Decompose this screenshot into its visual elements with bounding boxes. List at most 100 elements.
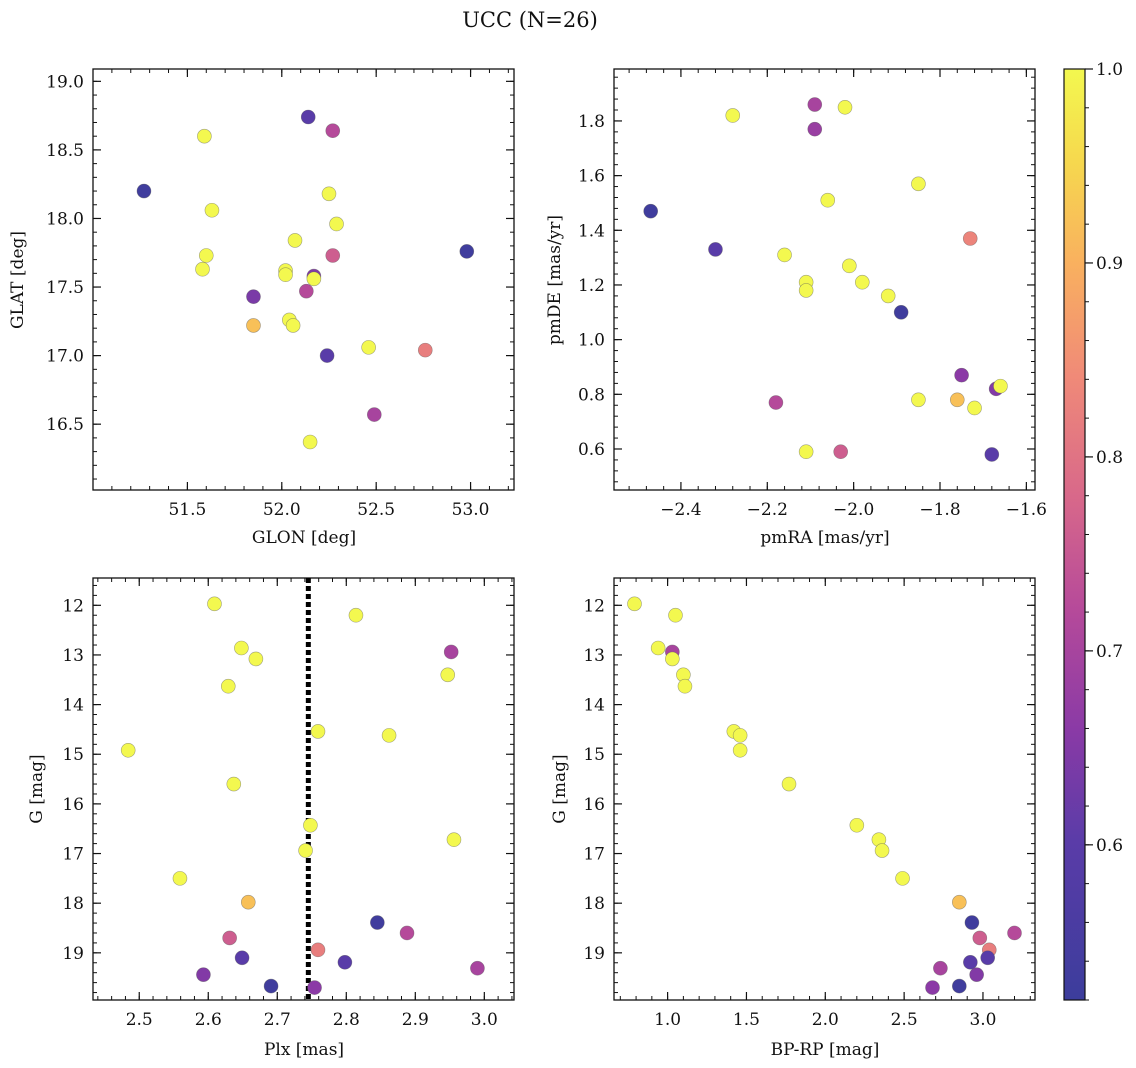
x-axis-label: BP-RP [mag]	[771, 1040, 880, 1060]
colorbar-ticks: 0.6 0.7 0.8 0.9 1.0	[1085, 60, 1123, 1001]
x-tick-label: 3.0	[471, 1010, 498, 1030]
y-tick-label: 17.0	[46, 347, 84, 367]
scatter-point	[298, 843, 313, 858]
scatter-point	[234, 950, 250, 966]
scatter-point	[949, 392, 965, 408]
scatter-point	[446, 832, 462, 847]
scatter-point	[306, 271, 322, 287]
y-tick-label: 1.6	[578, 167, 605, 187]
scatter-point	[370, 915, 385, 930]
scatter-point	[246, 318, 261, 333]
scatter-point	[833, 444, 848, 460]
scatter-point	[198, 248, 214, 263]
y-tick-label: 1.0	[578, 331, 605, 351]
x-tick-label: 52.5	[357, 500, 395, 520]
panels: 51.5 52.0 52.5 53.0 16.5 17.0 17.5 18.0 18.5 19.0…	[8, 68, 1047, 1060]
scatter-point	[768, 395, 784, 410]
y-axis-label: G [mag]	[27, 754, 47, 823]
scatter-point	[880, 288, 896, 304]
y-tick-label: 13	[62, 646, 84, 666]
scatter-point	[954, 367, 969, 383]
scatter-point	[285, 318, 301, 333]
scatter-point	[329, 216, 344, 232]
scatter-point	[967, 400, 982, 416]
y-tick-label: 16.5	[46, 415, 84, 435]
scatter-point	[798, 444, 814, 460]
scatter-point	[470, 960, 485, 976]
axes-frame	[92, 577, 515, 1001]
scatter-point	[310, 942, 326, 958]
scatter-point	[820, 192, 836, 208]
scatter-point	[984, 447, 1000, 462]
scatter-point	[417, 342, 433, 358]
scatter-point	[197, 128, 212, 144]
scatter-point	[665, 651, 680, 667]
y-tick-label: 16	[62, 795, 84, 815]
scatter-point	[964, 915, 980, 930]
x-tick-label: −2.0	[833, 500, 874, 520]
scatter-point	[310, 724, 326, 739]
scatter-point	[837, 99, 853, 115]
x-tick-label: 3.0	[969, 1010, 996, 1030]
x-tick-label: 53.0	[452, 500, 490, 520]
y-axis-label: pmDE [mas/yr]	[545, 215, 565, 345]
scatter-point	[207, 596, 222, 612]
scatter-point	[854, 274, 870, 290]
y-tick-label: 18	[62, 894, 84, 914]
scatter-point	[248, 651, 264, 667]
scatter-point	[807, 121, 823, 137]
y-tick-label: 16	[583, 795, 605, 815]
x-axis-label: Plx [mas]	[264, 1040, 344, 1060]
panel-2: −2.4 −2.2 −2.0 −1.8 −1.6 0.6 0.8 1.0 1.2 1.4 1.6 1.…	[545, 68, 1047, 548]
y-tick-label: 14	[62, 696, 84, 716]
scatter-point	[911, 176, 926, 192]
scatter-point	[952, 978, 967, 994]
scatter-point	[337, 954, 353, 970]
scatter-point	[777, 247, 792, 263]
x-axis-label: pmRA [mas/yr]	[760, 528, 889, 548]
axes-frame	[92, 68, 515, 491]
scatter-point	[366, 407, 382, 422]
panel-1: 51.5 52.0 52.5 53.0 16.5 17.0 17.5 18.0 18.5 19.0…	[8, 68, 515, 548]
scatter-point	[893, 305, 909, 320]
scatter-point	[204, 202, 220, 218]
y-tick-label: 17	[583, 845, 605, 865]
scatter-point	[361, 340, 376, 355]
scatter-point	[650, 640, 666, 656]
scatter-point	[240, 894, 256, 910]
x-tick-label: 2.6	[195, 1010, 222, 1030]
y-tick-label: 1.8	[578, 112, 605, 132]
y-tick-label: 15	[62, 745, 84, 765]
scatter-point	[299, 283, 314, 299]
scatter-point	[278, 267, 293, 283]
x-tick-label: −2.4	[660, 500, 701, 520]
colorbar-tick-label: 0.7	[1096, 642, 1123, 662]
scatter-point	[234, 640, 249, 656]
scatter-point	[895, 871, 910, 886]
axes-frame	[613, 577, 1036, 1001]
panel-3: 2.5 2.6 2.7 2.8 2.9 3.0 12 13 14 15 16 17 18 19 Plx [m…	[27, 577, 515, 1060]
scatter-point	[911, 392, 926, 408]
x-tick-label: 2.0	[812, 1010, 839, 1030]
scatter-point	[874, 843, 890, 858]
colorbar-tick-label: 1.0	[1096, 60, 1123, 80]
scatter-point	[321, 186, 337, 202]
scatter-point	[307, 980, 322, 995]
scatter-point	[627, 596, 642, 612]
x-tick-label: −1.8	[919, 500, 960, 520]
scatter-point	[287, 233, 303, 248]
scatter-point	[136, 183, 152, 199]
scatter-point	[952, 894, 967, 910]
colorbar-tick-label: 0.8	[1096, 448, 1123, 468]
scatter-point	[348, 607, 364, 623]
axes-frame	[613, 68, 1036, 491]
scatter-point	[972, 930, 988, 946]
scatter-point	[842, 258, 857, 274]
scatter-point	[1007, 925, 1022, 941]
scatter-point	[381, 728, 397, 743]
scatter-point	[222, 930, 237, 946]
y-axis-label: G [mag]	[550, 754, 570, 823]
y-tick-label: 14	[583, 696, 605, 716]
scatter-point	[303, 817, 318, 833]
